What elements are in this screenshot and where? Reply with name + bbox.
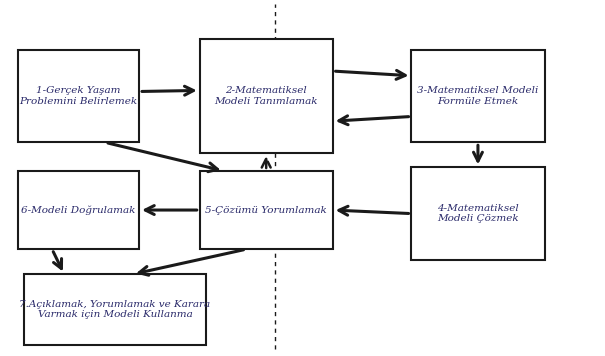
FancyBboxPatch shape (200, 171, 333, 249)
FancyBboxPatch shape (411, 50, 544, 142)
FancyBboxPatch shape (18, 171, 139, 249)
Text: 4-Matematiksel
Modeli Çözmek: 4-Matematiksel Modeli Çözmek (437, 204, 519, 223)
Text: 3-Matematiksel Modeli
Formüle Etmek: 3-Matematiksel Modeli Formüle Etmek (417, 87, 538, 106)
FancyBboxPatch shape (411, 167, 544, 260)
FancyBboxPatch shape (24, 274, 206, 345)
Text: 5-Çözümü Yorumlamak: 5-Çözümü Yorumlamak (205, 205, 327, 215)
FancyBboxPatch shape (18, 50, 139, 142)
Text: 7.Açıklamak, Yorumlamak ve Karara
Varmak için Modeli Kullanma: 7.Açıklamak, Yorumlamak ve Karara Varmak… (19, 300, 211, 319)
Text: 6-Modeli Doğrulamak: 6-Modeli Doğrulamak (21, 205, 136, 215)
FancyBboxPatch shape (200, 39, 333, 153)
Text: 1-Gerçek Yaşam
Problemini Belirlemek: 1-Gerçek Yaşam Problemini Belirlemek (19, 87, 138, 106)
Text: 2-Matematiksel
Modeli Tanımlamak: 2-Matematiksel Modeli Tanımlamak (214, 87, 318, 106)
